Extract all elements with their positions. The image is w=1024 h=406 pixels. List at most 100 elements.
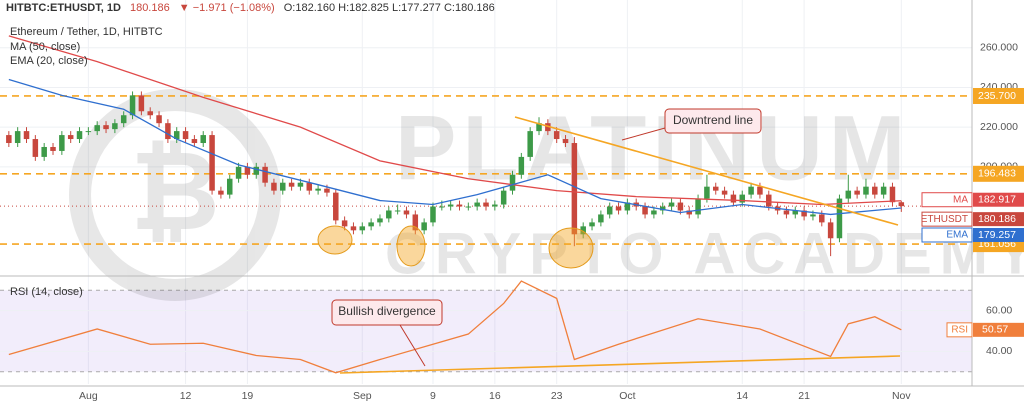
candle-body [624, 202, 631, 211]
candle-body [845, 190, 852, 199]
highlight [548, 227, 594, 269]
candle-body [350, 226, 357, 231]
candle-body [827, 222, 834, 239]
x-tick-label: 19 [242, 390, 254, 402]
callout-box [664, 108, 762, 134]
candle-body [403, 210, 410, 215]
candle-body [819, 214, 825, 223]
candle-body [41, 146, 47, 157]
candle-body [836, 198, 843, 239]
rsi-trend-line [339, 355, 901, 374]
candle-body [85, 131, 92, 133]
candle-body [527, 131, 533, 157]
candle-body [668, 202, 675, 207]
ohlc: O:182.160 H:182.825 L:177.277 C:180.186 [284, 2, 495, 14]
candle-body [271, 182, 277, 191]
candle-body [14, 131, 21, 144]
candle-body [191, 139, 198, 144]
candle-body [712, 186, 719, 191]
candle-body [359, 226, 366, 231]
candle-body [6, 135, 12, 144]
watermark: ₿ PLATINUM CRYPTO ACADEMY [69, 89, 1024, 301]
candle-body [262, 166, 268, 183]
candle-body [288, 182, 295, 187]
candle-body [50, 146, 56, 151]
candle-body [103, 125, 109, 130]
indicator-line [8, 78, 902, 216]
candle-body [659, 206, 666, 211]
candle-body [94, 125, 100, 132]
price-label-box [973, 322, 1024, 337]
watermark-title: PLATINUM [395, 97, 911, 199]
watermark-subtitle: CRYPTO ACADEMY [385, 221, 1024, 286]
candle-body [810, 214, 816, 217]
price-label: 182.917 [978, 194, 1016, 206]
downtrend-line [514, 116, 899, 226]
candle-body [200, 135, 206, 144]
candle-body [421, 222, 427, 231]
candle-body [253, 166, 260, 175]
indicator-line [8, 35, 902, 206]
candle-body [686, 210, 692, 215]
candle-body [324, 188, 330, 193]
candle-body [863, 186, 869, 195]
candle-body [545, 123, 551, 132]
candle-body [173, 131, 180, 140]
price-name: RSI [951, 324, 968, 335]
candle-body [492, 204, 498, 207]
axes: Aug1219Sep91623Oct1421Nov200.000220.0002… [79, 42, 1024, 402]
legend-entry: EMA (20, close) [10, 55, 88, 67]
candle-body [76, 131, 83, 140]
x-tick-label: Nov [892, 390, 911, 402]
candle-body [730, 194, 737, 203]
callout-arrow [621, 127, 666, 141]
watermark-logo-mark: ₿ [130, 130, 220, 253]
candle-body [306, 182, 313, 191]
highlight [396, 225, 426, 267]
candle-body [112, 123, 118, 130]
candle-body [801, 210, 807, 217]
candle-body [23, 131, 30, 140]
candle-body [606, 206, 613, 215]
candle-body [218, 190, 224, 195]
candle-body [129, 95, 136, 116]
header: HITBTC:ETHUSDT, 1D 180.186 ▼ −1.971 (−1.… [6, 2, 495, 14]
candle-body [748, 186, 754, 195]
price-name-box [946, 322, 973, 338]
candle-body [120, 115, 127, 124]
candle-body [580, 226, 586, 235]
price-name: EMA [946, 230, 968, 241]
candle-body [739, 194, 746, 203]
x-tick-label: 21 [798, 390, 810, 402]
last-price: 180.186 [130, 2, 170, 14]
x-tick-label: Oct [619, 390, 635, 402]
candle-body [447, 204, 454, 207]
annotation: Downtrend line [673, 113, 753, 127]
candle-body [589, 222, 595, 227]
symbol: HITBTC:ETHUSDT, 1D [6, 2, 121, 14]
candle-body [483, 202, 489, 207]
price-name: MA [953, 194, 968, 205]
candle-body [333, 192, 339, 221]
price-label-box [973, 227, 1024, 242]
price-name-box [921, 192, 973, 208]
x-tick-label: 23 [551, 390, 563, 402]
level-label-box [973, 165, 1024, 182]
x-tick-label: 16 [489, 390, 501, 402]
candle-body [165, 123, 171, 140]
candle-body [651, 210, 657, 215]
candle-body [553, 131, 560, 140]
candle-body [783, 210, 790, 215]
candle-body [721, 190, 728, 195]
highlight [317, 225, 353, 255]
candle-body [32, 139, 39, 157]
candle-body [67, 135, 74, 140]
candle-body [386, 210, 392, 219]
rsi-band [0, 290, 972, 372]
y-tick-label: 60.00 [986, 304, 1012, 316]
candle-body [377, 218, 383, 223]
candle-body [571, 143, 578, 235]
candle-body [677, 202, 684, 211]
candle-body [695, 198, 701, 215]
price-name-box [921, 211, 973, 227]
